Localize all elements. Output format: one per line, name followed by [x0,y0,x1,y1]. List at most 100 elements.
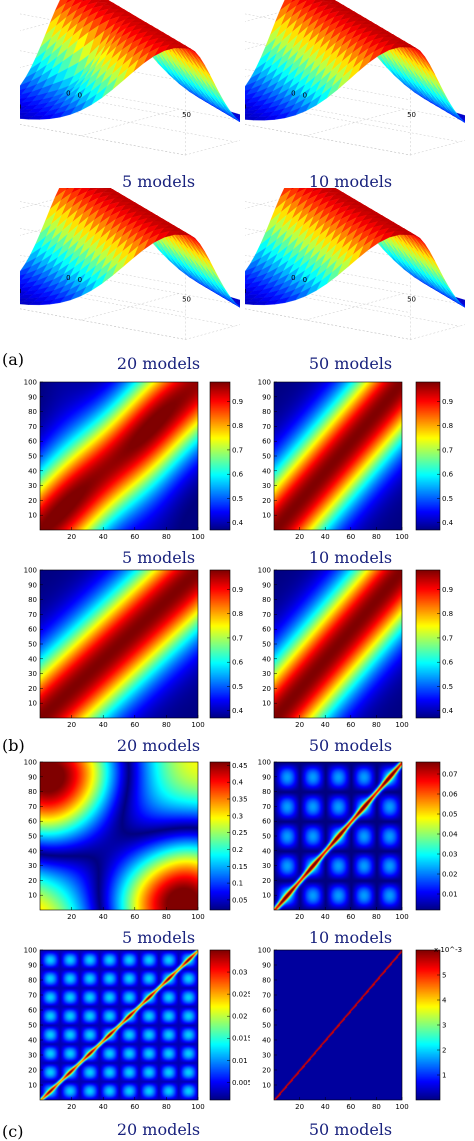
y-tick-label: 40 [28,847,37,855]
y-tick-label: 30 [28,482,37,490]
y-tick-label: 50 [28,1022,37,1030]
x-tick-label: 40 [321,1103,330,1111]
y-tick-label: 60 [262,626,271,634]
y-tick-label: 90 [28,962,37,970]
y-tick-label: 70 [28,611,37,619]
colorbar-tick-label: 0.9 [442,398,453,406]
y-tick-label: 10 [262,892,271,900]
colorbar-tick-label: 0.7 [442,634,453,642]
y-tick-label: 90 [262,581,271,589]
colorbar-tick-label: 0.8 [442,422,453,430]
colorbar-tick-label: 0.025 [232,991,250,999]
x-tick-label: 20 [67,533,76,541]
y-tick-label: 100 [24,947,37,955]
colorbar-tick-label: 4 [442,997,447,1005]
y-tick-label: 0 [291,90,295,98]
y-tick-label: 90 [262,773,271,781]
y-tick-label: 60 [28,626,37,634]
y-tick-label: 40 [28,1037,37,1045]
colorbar-tick-label: 0.4 [442,707,454,715]
y-tick-label: 50 [28,833,37,841]
x-tick-label: 20 [67,913,76,921]
y-tick-label: 20 [262,877,271,885]
y-tick-label: 30 [262,862,271,870]
surface-plot-50-models: 0.20.40.60.81050100050100 [245,188,465,353]
colorbar-tick-label: 3 [442,1022,446,1030]
x-tick-label: 60 [346,721,355,729]
colorbar-tick-label: 0.8 [232,422,243,430]
x-tick-label: 100 [395,913,408,921]
colorbar-tick-label: 1 [442,1072,446,1080]
y-tick-label: 100 [258,947,271,955]
x-tick-label: 0 [78,92,82,100]
x-tick-label: 100 [191,913,204,921]
colorbar-tick-label: 0.05 [232,896,248,904]
y-tick-label: 30 [262,482,271,490]
colorbar-tick-label: 0.02 [442,871,458,879]
y-tick-label: 80 [262,788,271,796]
x-tick-label: 20 [67,1103,76,1111]
y-tick-label: 80 [28,596,37,604]
y-tick-label: 20 [28,497,37,505]
y-tick-label: 100 [258,379,271,387]
colorbar-tick-label: 2 [442,1047,446,1055]
y-tick-label: 40 [262,1037,271,1045]
x-tick-label: 50 [407,111,416,119]
x-tick-label: 80 [372,533,381,541]
surface-plot-10-models: 0.20.40.60.81050100050100 [245,0,465,170]
colorbar-tick-label: 0.07 [442,771,458,779]
y-tick-label: 60 [28,438,37,446]
y-tick-label: 80 [262,596,271,604]
colorbar-tick-label: 0.02 [232,1013,248,1021]
colorbar-tick-label: 0.005 [232,1079,250,1087]
y-tick-label: 40 [262,467,271,475]
x-tick-label: 40 [321,533,330,541]
x-tick-label: 20 [295,533,304,541]
x-tick-label: 60 [130,533,139,541]
colorbar-tick-label: 0.9 [232,398,243,406]
y-tick-label: 90 [28,581,37,589]
colorbar-tick-label: 0.5 [232,495,243,503]
colorbar-tick-label: 0.35 [232,796,248,804]
x-tick-label: 100 [191,1103,204,1111]
y-tick-label: 20 [262,685,271,693]
y-tick-label: 90 [28,773,37,781]
y-tick-label: 50 [262,453,271,461]
caption-b-10-models: 10 models [232,548,469,567]
x-tick-label: 40 [99,1103,108,1111]
y-tick-label: 50 [262,641,271,649]
surface-svg: 0.20.40.60.81050100050100 [245,0,465,170]
y-tick-label: 70 [262,611,271,619]
x-tick-label: 20 [295,721,304,729]
y-tick-label: 50 [20,287,22,295]
colorbar-tick-label: 0.9 [232,586,243,594]
colorbar-tick-label: 0.9 [442,586,453,594]
colorbar-tick-label: 0.45 [232,762,248,770]
y-tick-label: 80 [262,977,271,985]
colorbar-tick-label: 0.5 [442,495,453,503]
colorbar-tick-label: 0.6 [232,659,244,667]
colorbar-tick-label: 5 [442,972,446,980]
y-tick-label: 100 [24,759,37,767]
x-tick-label: 60 [130,1103,139,1111]
x-tick-label: 60 [346,533,355,541]
y-tick-label: 50 [262,833,271,841]
section-label-c: (c) [2,1122,23,1141]
y-tick-label: 100 [24,567,37,575]
colorbar-tick-label: 0.6 [232,471,244,479]
surface-plot-20-models: 0.20.40.60.81050100050100 [20,188,240,353]
x-tick-label: 50 [182,295,191,303]
x-tick-label: 100 [395,533,408,541]
y-tick-label: 80 [28,977,37,985]
caption-b-50-models: 50 models [232,736,469,755]
y-tick-label: 80 [262,408,271,416]
surface-mesh [20,0,240,128]
x-tick-label: 50 [407,295,416,303]
y-tick-label: 60 [262,438,271,446]
y-tick-label: 70 [262,423,271,431]
surface-svg: 0.40.60.81050100050100 [20,0,240,170]
